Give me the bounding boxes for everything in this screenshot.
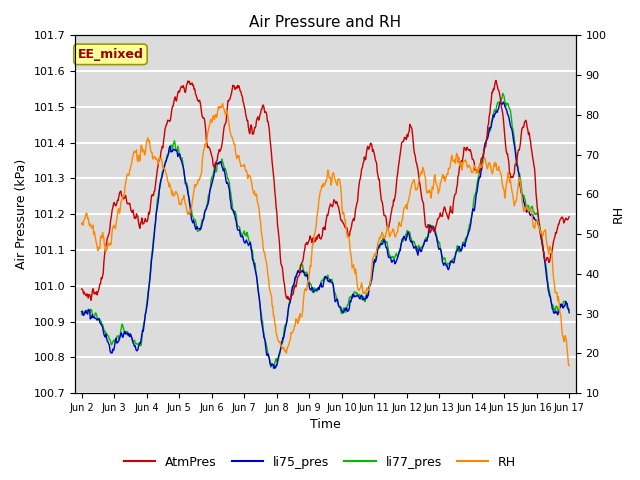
li77_pres bbox=[86, 306, 94, 312]
Text: EE_mixed: EE_mixed bbox=[77, 48, 143, 61]
li77_pres bbox=[269, 366, 277, 372]
AtmPres bbox=[77, 286, 85, 292]
RH bbox=[565, 363, 573, 369]
li77_pres bbox=[499, 90, 507, 96]
AtmPres bbox=[212, 158, 220, 164]
AtmPres bbox=[492, 78, 500, 84]
li75_pres bbox=[399, 236, 407, 242]
Line: AtmPres: AtmPres bbox=[81, 81, 569, 300]
AtmPres bbox=[187, 82, 195, 87]
li75_pres bbox=[565, 310, 573, 315]
li75_pres bbox=[270, 365, 278, 371]
Line: RH: RH bbox=[81, 104, 569, 366]
RH bbox=[212, 112, 220, 118]
li75_pres bbox=[77, 309, 85, 315]
li75_pres bbox=[500, 99, 508, 105]
AtmPres bbox=[87, 298, 95, 303]
Y-axis label: Air Pressure (kPa): Air Pressure (kPa) bbox=[15, 159, 28, 269]
RH bbox=[77, 221, 85, 227]
X-axis label: Time: Time bbox=[310, 419, 340, 432]
li77_pres bbox=[565, 307, 573, 312]
AtmPres bbox=[565, 214, 573, 220]
RH bbox=[137, 148, 145, 154]
AtmPres bbox=[385, 224, 392, 230]
Y-axis label: RH: RH bbox=[612, 205, 625, 223]
li77_pres bbox=[77, 311, 85, 317]
RH bbox=[86, 221, 94, 227]
Line: li77_pres: li77_pres bbox=[81, 93, 569, 369]
li77_pres bbox=[212, 169, 220, 175]
li75_pres bbox=[137, 340, 145, 346]
li75_pres bbox=[86, 316, 94, 322]
li75_pres bbox=[186, 204, 194, 209]
li77_pres bbox=[385, 250, 392, 255]
li77_pres bbox=[186, 202, 194, 208]
li77_pres bbox=[137, 343, 145, 348]
AtmPres bbox=[399, 138, 407, 144]
RH bbox=[399, 212, 407, 217]
RH bbox=[219, 101, 227, 107]
Title: Air Pressure and RH: Air Pressure and RH bbox=[250, 15, 401, 30]
Legend: AtmPres, li75_pres, li77_pres, RH: AtmPres, li75_pres, li77_pres, RH bbox=[119, 451, 521, 474]
li75_pres bbox=[212, 161, 220, 167]
li75_pres bbox=[385, 255, 392, 261]
RH bbox=[186, 210, 194, 216]
AtmPres bbox=[86, 293, 94, 299]
li77_pres bbox=[399, 238, 407, 244]
AtmPres bbox=[138, 219, 145, 225]
Line: li75_pres: li75_pres bbox=[81, 102, 569, 368]
RH bbox=[385, 228, 392, 234]
